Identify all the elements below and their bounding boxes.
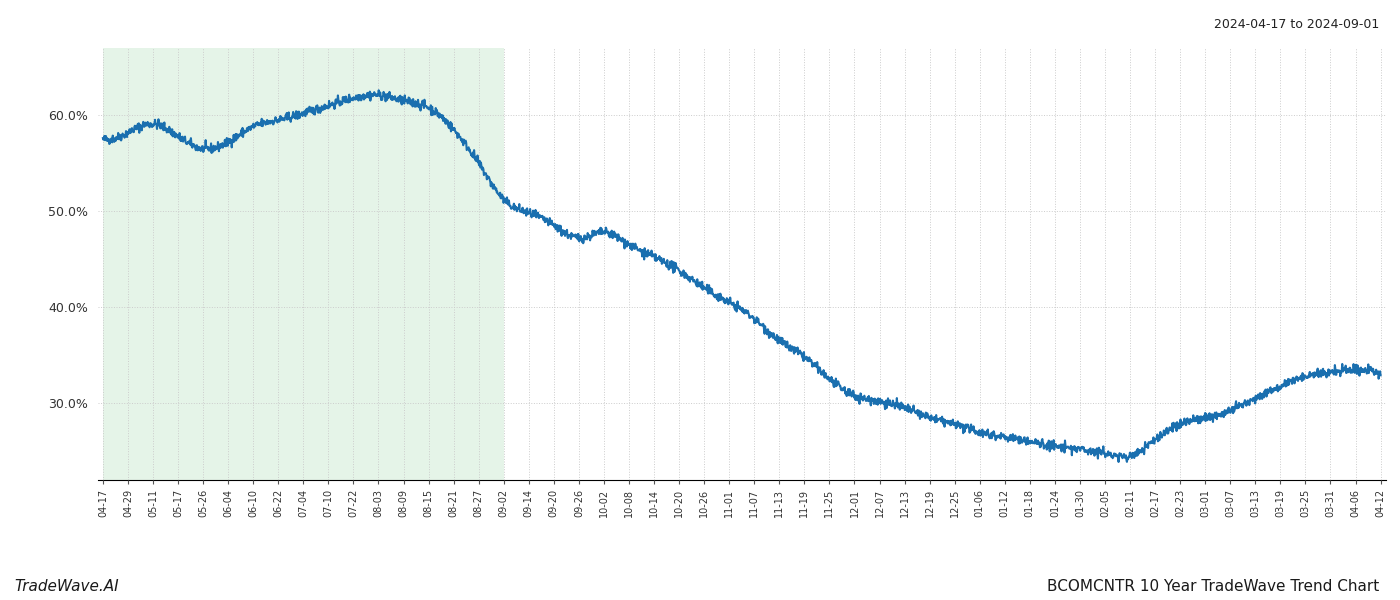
Text: BCOMCNTR 10 Year TradeWave Trend Chart: BCOMCNTR 10 Year TradeWave Trend Chart [1047, 579, 1379, 594]
Text: TradeWave.AI: TradeWave.AI [14, 579, 119, 594]
Text: 2024-04-17 to 2024-09-01: 2024-04-17 to 2024-09-01 [1214, 18, 1379, 31]
Bar [104, 48, 504, 480]
